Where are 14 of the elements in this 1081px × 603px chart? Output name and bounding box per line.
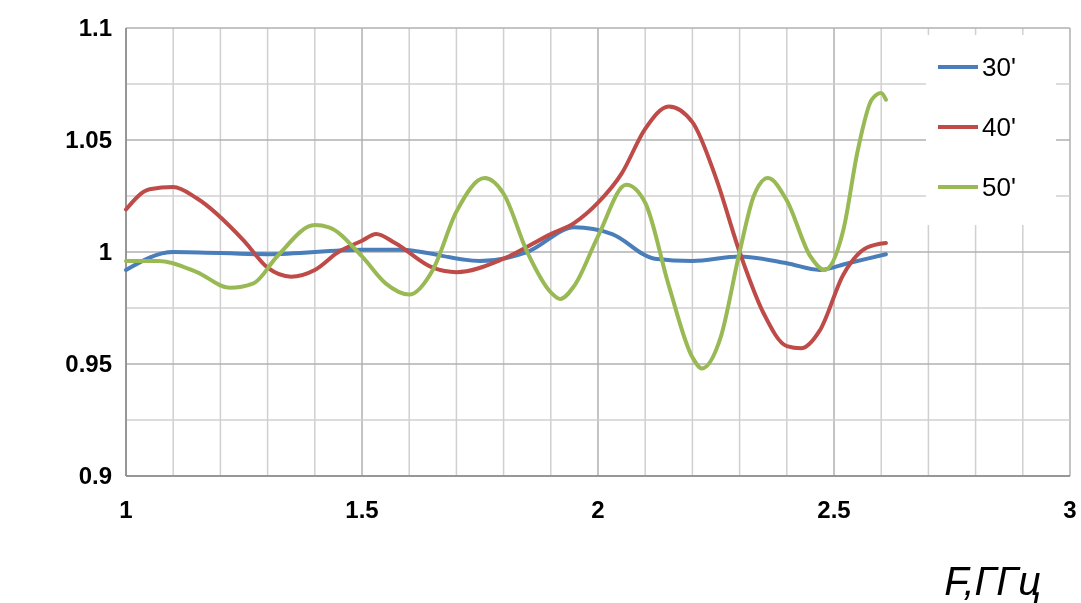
x-axis-title: F,ГГц (944, 559, 1041, 603)
y-tick-label: 1.1 (78, 14, 112, 42)
x-tick-label: 1 (119, 496, 133, 523)
x-tick-label: 1.5 (345, 496, 379, 523)
y-tick-label: 0.95 (65, 350, 112, 378)
legend-label: 50' (982, 172, 1016, 203)
x-tick-label: 2.5 (817, 496, 851, 523)
y-tick-label: 1.05 (65, 126, 112, 154)
y-tick-label: 0.9 (78, 462, 112, 490)
legend-label: 30' (982, 52, 1016, 83)
legend-label: 40' (982, 112, 1016, 143)
x-tick-label: 2 (591, 496, 605, 523)
y-tick-label: 1 (98, 238, 112, 266)
x-tick-label: 3 (1063, 496, 1077, 523)
